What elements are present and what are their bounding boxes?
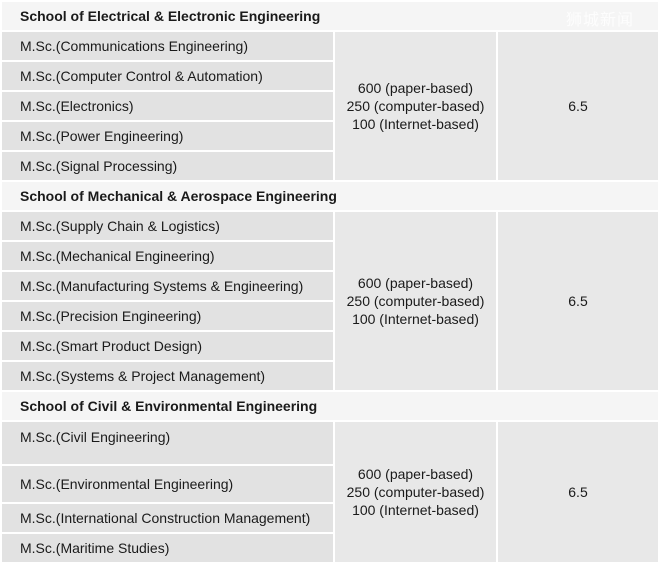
program-name: M.Sc.(Computer Control & Automation) [0, 60, 335, 92]
program-name: M.Sc.(Systems & Project Management) [0, 360, 335, 392]
section-heading: School of Mechanical & Aerospace Enginee… [0, 180, 658, 212]
ielts-requirement: 6.5 [496, 210, 658, 392]
toefl-paper: 600 (paper-based) [357, 275, 474, 291]
program-name: M.Sc.(International Construction Managem… [0, 502, 335, 534]
table-row: M.Sc.(Electronics) [0, 90, 658, 122]
toefl-internet: 100 (Internet-based) [352, 116, 479, 132]
toefl-internet: 100 (Internet-based) [352, 502, 479, 518]
program-name: M.Sc.(Signal Processing) [0, 150, 335, 182]
table-row: M.Sc.(International Construction Managem… [0, 502, 658, 534]
table-row: M.Sc.(Maritime Studies) [0, 532, 658, 564]
table-row: M.Sc.(Supply Chain & Logistics) 600 (pap… [0, 210, 658, 392]
program-name: M.Sc.(Precision Engineering) [0, 300, 335, 332]
requirements-table: School of Electrical & Electronic Engine… [0, 0, 658, 564]
ielts-requirement: 6.5 [496, 30, 658, 182]
table-row: M.Sc.(Communications Engineering) 600 (p… [0, 30, 658, 182]
toefl-computer: 250 (computer-based) [346, 98, 485, 114]
toefl-internet: 100 (Internet-based) [352, 311, 479, 327]
section-heading: School of Electrical & Electronic Engine… [0, 0, 658, 32]
toefl-paper: 600 (paper-based) [357, 466, 474, 482]
section-header-mae: School of Mechanical & Aerospace Enginee… [0, 180, 658, 212]
program-name: M.Sc.(Supply Chain & Logistics) [0, 210, 335, 242]
toefl-requirement: 600 (paper-based) 250 (computer-based) 1… [333, 420, 498, 564]
toefl-requirement: 600 (paper-based) 250 (computer-based) 1… [333, 210, 498, 392]
toefl-requirement: 600 (paper-based) 250 (computer-based) 1… [333, 30, 498, 182]
table-row: M.Sc.(Manufacturing Systems & Engineerin… [0, 270, 658, 302]
table-row: M.Sc.(Signal Processing) [0, 150, 658, 182]
table-row: M.Sc.(Precision Engineering) [0, 300, 658, 332]
table-row: M.Sc.(Smart Product Design) [0, 330, 658, 362]
section-header-eee: School of Electrical & Electronic Engine… [0, 0, 658, 32]
table-row: M.Sc.(Systems & Project Management) [0, 360, 658, 392]
program-name: M.Sc.(Electronics) [0, 90, 335, 122]
table-row: M.Sc.(Mechanical Engineering) [0, 240, 658, 272]
table-row: M.Sc.(Civil Engineering) 600 (paper-base… [0, 420, 658, 564]
toefl-computer: 250 (computer-based) [346, 484, 485, 500]
program-name: M.Sc.(Maritime Studies) [0, 532, 335, 564]
section-heading: School of Civil & Environmental Engineer… [0, 390, 658, 422]
program-name: M.Sc.(Civil Engineering) [0, 420, 335, 466]
ielts-requirement: 6.5 [496, 420, 658, 564]
section-header-cee: School of Civil & Environmental Engineer… [0, 390, 658, 422]
toefl-paper: 600 (paper-based) [357, 80, 474, 96]
program-name: M.Sc.(Power Engineering) [0, 120, 335, 152]
program-name: M.Sc.(Smart Product Design) [0, 330, 335, 362]
watermark: 狮城新闻 [565, 12, 634, 29]
table-row: M.Sc.(Power Engineering) [0, 120, 658, 152]
program-name: M.Sc.(Communications Engineering) [0, 30, 335, 62]
table-row: M.Sc.(Environmental Engineering) [0, 464, 658, 504]
table-row: M.Sc.(Computer Control & Automation) [0, 60, 658, 92]
program-name: M.Sc.(Mechanical Engineering) [0, 240, 335, 272]
program-name: M.Sc.(Environmental Engineering) [0, 464, 335, 504]
program-name: M.Sc.(Manufacturing Systems & Engineerin… [0, 270, 335, 302]
toefl-computer: 250 (computer-based) [346, 293, 485, 309]
